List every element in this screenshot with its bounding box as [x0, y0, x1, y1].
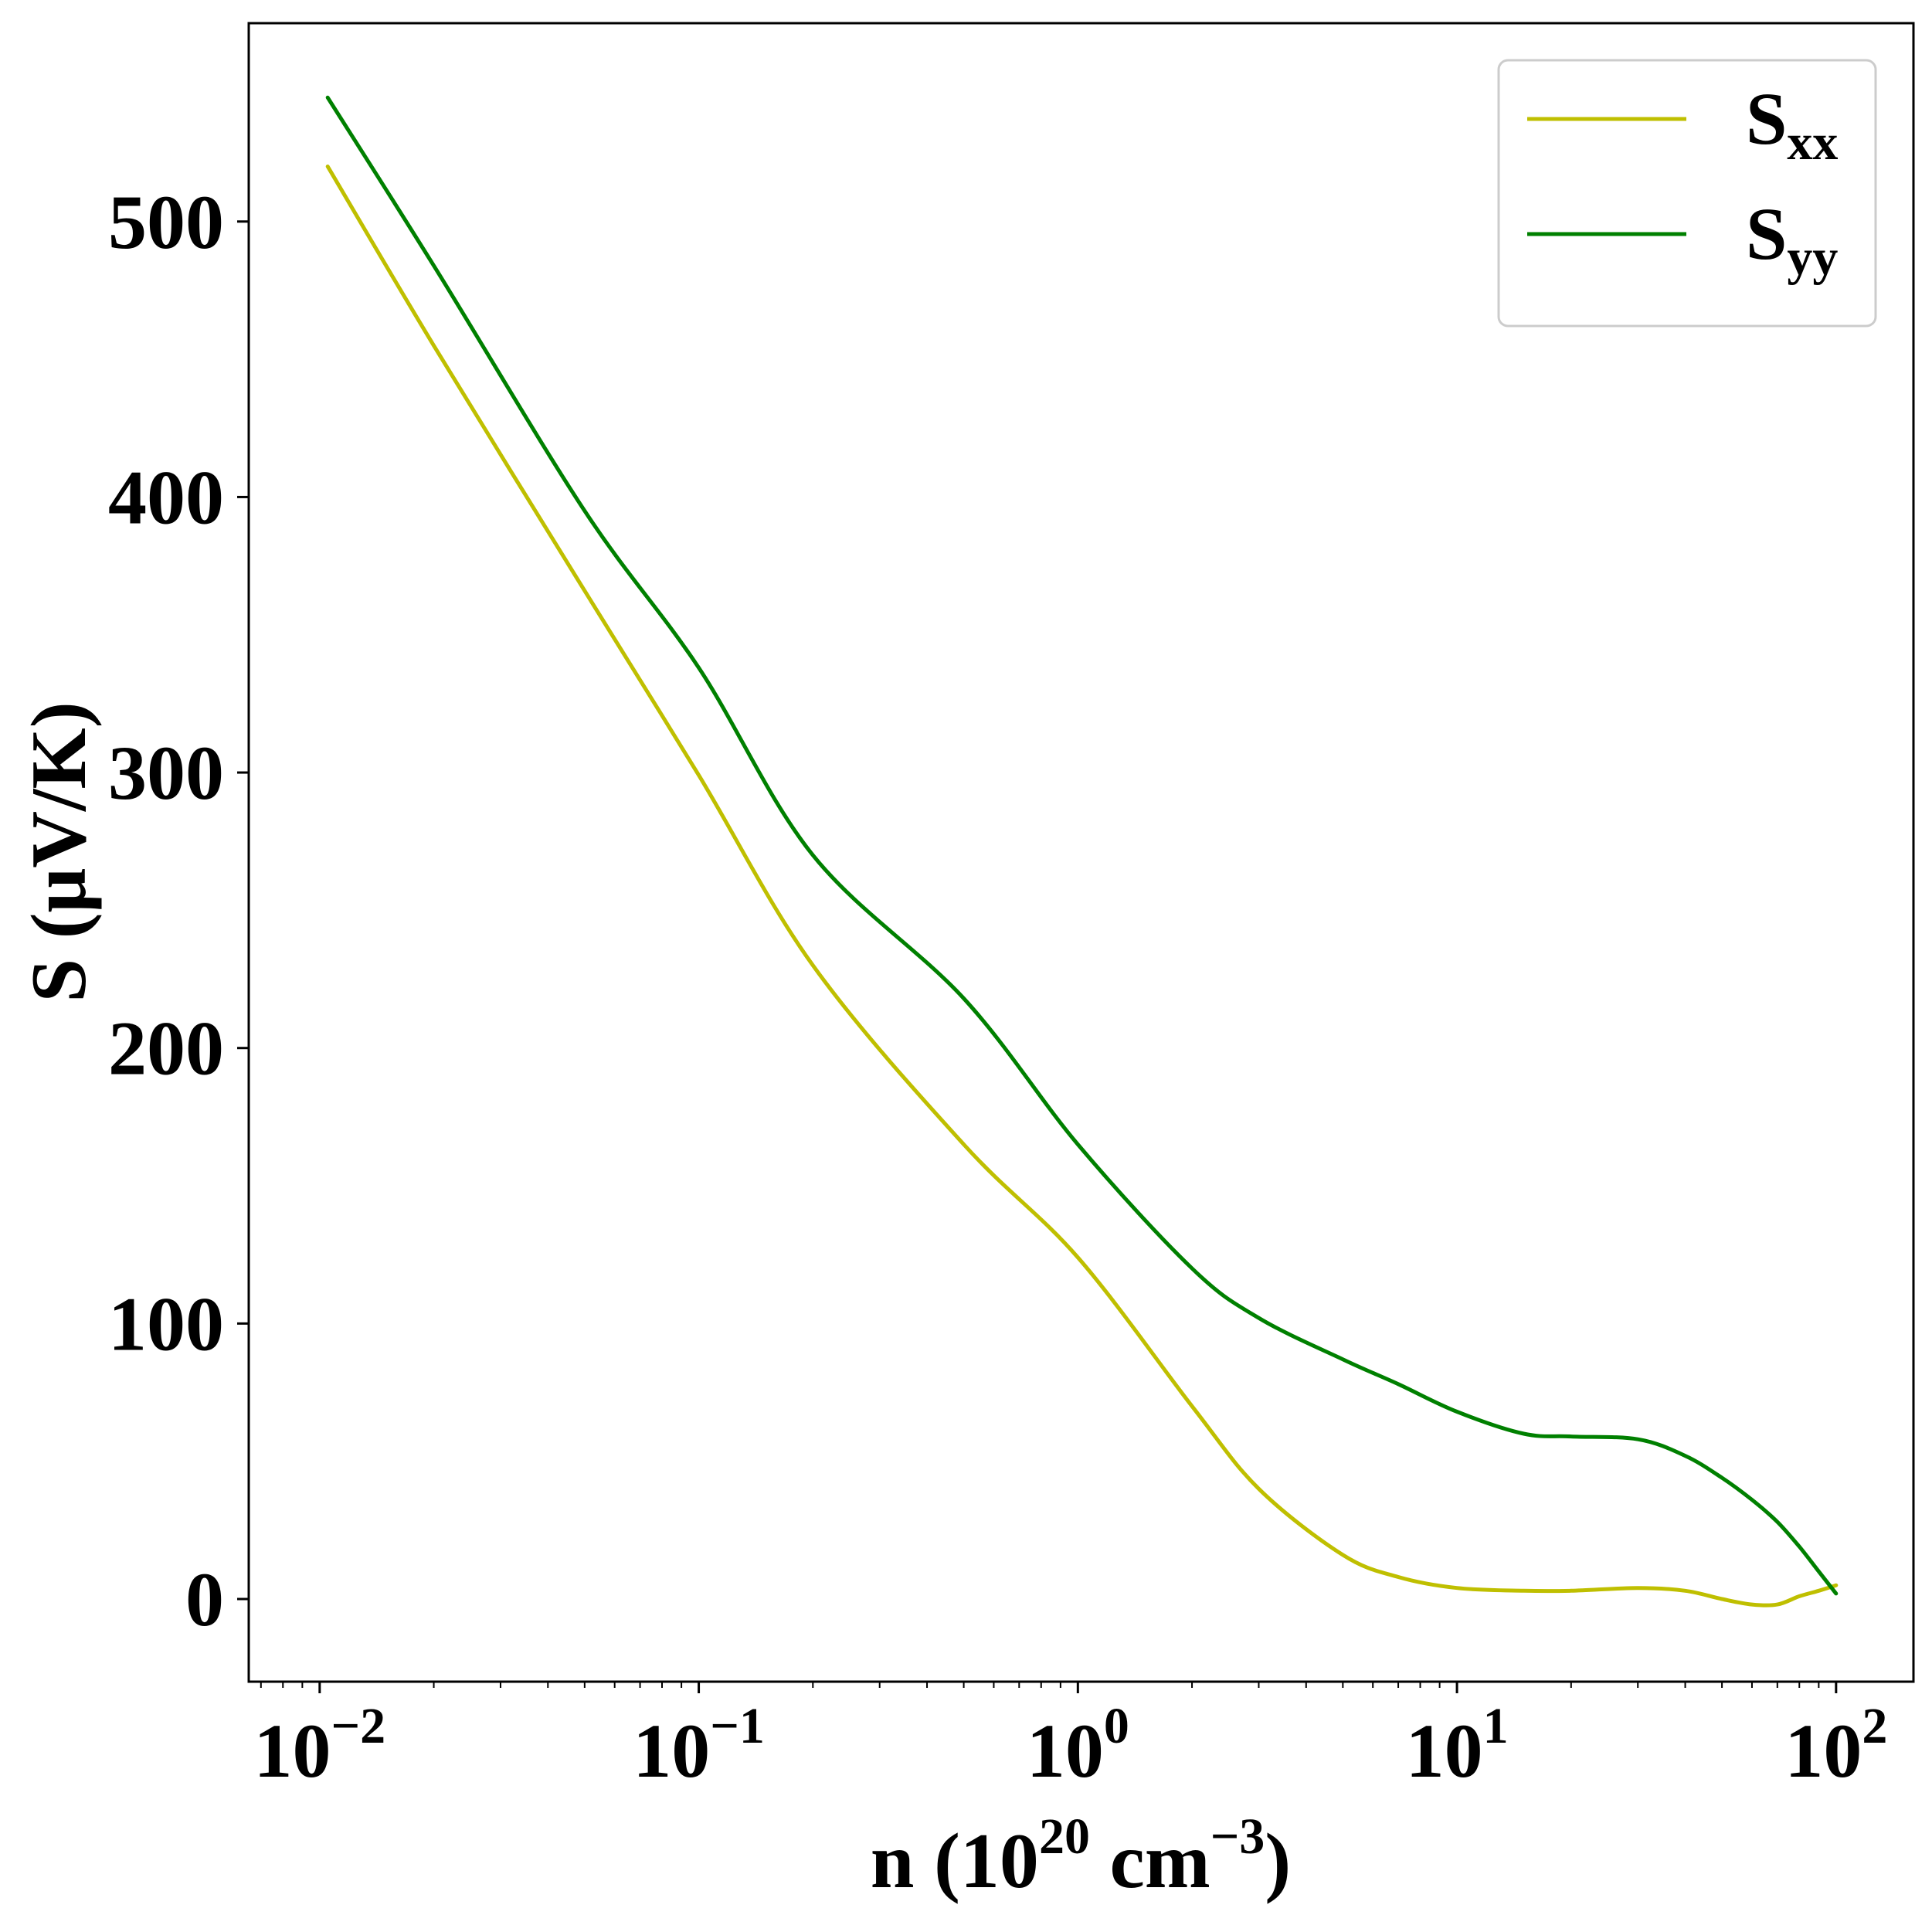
y-tick-label: 500	[108, 179, 224, 265]
legend-label-syy: Syy	[1746, 192, 1838, 286]
series-line-sxx	[325, 165, 1839, 1608]
legend-box	[1497, 59, 1877, 328]
y-tick-label: 100	[108, 1281, 224, 1367]
series-layer	[325, 95, 1839, 1608]
x-tick-label: 100	[1027, 1698, 1129, 1794]
x-tick-label: 10−1	[633, 1698, 765, 1794]
x-axis-title-mid: cm	[1090, 1818, 1210, 1905]
y-tick-label: 300	[108, 730, 224, 816]
x-tick-label: 101	[1406, 1698, 1509, 1794]
y-tick-label: 400	[108, 454, 224, 540]
y-tick-label: 200	[108, 1006, 224, 1092]
x-axis-title-exp1: 20	[1039, 1808, 1090, 1865]
x-tick-label: 10−2	[254, 1698, 386, 1794]
y-axis-ticks: 0 100 200 300 400 500	[108, 179, 249, 1642]
x-axis-title-end: )	[1265, 1818, 1291, 1905]
x-axis-title-exp2: −3	[1210, 1808, 1265, 1865]
x-axis-title-base: n (10	[871, 1818, 1039, 1905]
x-tick-label: 102	[1784, 1698, 1887, 1794]
y-axis-title: S (μV/K)	[15, 701, 103, 1002]
y-tick-label: 0	[185, 1557, 224, 1642]
plot-frame	[247, 22, 1915, 1683]
x-axis-ticks: 10−2 10−1 100 101 102	[254, 1682, 1887, 1794]
legend-label-sxx: Sxx	[1746, 77, 1838, 171]
x-axis-title: n (1020 cm−3)	[871, 1808, 1292, 1905]
series-line-syy	[325, 95, 1839, 1596]
legend: Sxx Syy	[1497, 59, 1877, 328]
